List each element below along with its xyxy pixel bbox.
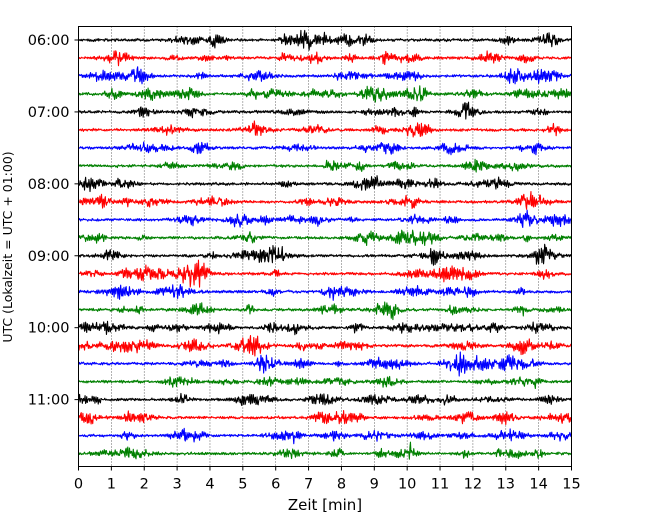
x-tick-label-14: 14: [529, 477, 547, 493]
y-tick-label-4: 10:00: [28, 321, 70, 337]
x-tick-label-15: 15: [562, 477, 580, 493]
trace-0930: [78, 283, 573, 301]
y-axis-ticks: 06:00 07:00 08:00 09:00 10:00 11:00: [28, 33, 79, 409]
y-tick-label-1: 07:00: [28, 105, 70, 121]
trace-0945: [78, 301, 573, 321]
grid-lines: [111, 26, 539, 467]
x-tick-label-9: 9: [370, 477, 379, 493]
trace-0700: [78, 101, 573, 120]
trace-0830: [78, 209, 573, 228]
trace-lines: [77, 29, 573, 460]
x-tick-label-12: 12: [464, 477, 482, 493]
trace-0615: [78, 50, 573, 67]
trace-0715: [78, 120, 573, 138]
x-tick-label-3: 3: [172, 477, 181, 493]
trace-0630: [77, 66, 572, 85]
trace-1115: [77, 410, 573, 426]
plot-frame: [78, 26, 572, 467]
trace-1130: [78, 427, 573, 445]
trace-0645: [78, 85, 573, 103]
x-tick-label-4: 4: [205, 477, 214, 493]
trace-1015: [77, 335, 573, 357]
x-tick-label-5: 5: [238, 477, 247, 493]
y-tick-label-5: 11:00: [28, 393, 70, 409]
y-axis-label: UTC (Lokalzeit = UTC + 01:00): [0, 151, 15, 342]
trace-0915: [78, 259, 573, 288]
y-tick-label-0: 06:00: [28, 33, 70, 49]
x-tick-label-8: 8: [337, 477, 346, 493]
x-tick-label-6: 6: [271, 477, 280, 493]
trace-1045: [78, 375, 573, 390]
trace-1145: [78, 441, 572, 460]
trace-1100: [77, 392, 572, 407]
x-tick-label-7: 7: [304, 477, 313, 493]
x-tick-label-11: 11: [431, 477, 449, 493]
x-tick-label-13: 13: [497, 477, 515, 493]
trace-0845: [78, 229, 572, 247]
y-tick-label-2: 08:00: [28, 177, 70, 193]
trace-0800: [77, 175, 573, 193]
x-axis-ticks: 0 1 2 3 4 5 6 7 8 9 10 11 12 13 14 15: [74, 466, 581, 493]
trace-0815: [78, 191, 573, 210]
trace-1030: [77, 351, 572, 377]
x-tick-label-1: 1: [107, 477, 116, 493]
x-tick-label-10: 10: [398, 477, 416, 493]
trace-0730: [77, 141, 572, 156]
trace-1000: [78, 320, 572, 336]
x-tick-label-0: 0: [74, 477, 83, 493]
x-axis-label: Zeit [min]: [288, 496, 362, 514]
y-tick-label-3: 09:00: [28, 249, 70, 265]
trace-0900: [78, 243, 572, 266]
x-tick-label-2: 2: [140, 477, 149, 493]
trace-0600: [78, 29, 573, 51]
trace-0745: [78, 158, 572, 173]
